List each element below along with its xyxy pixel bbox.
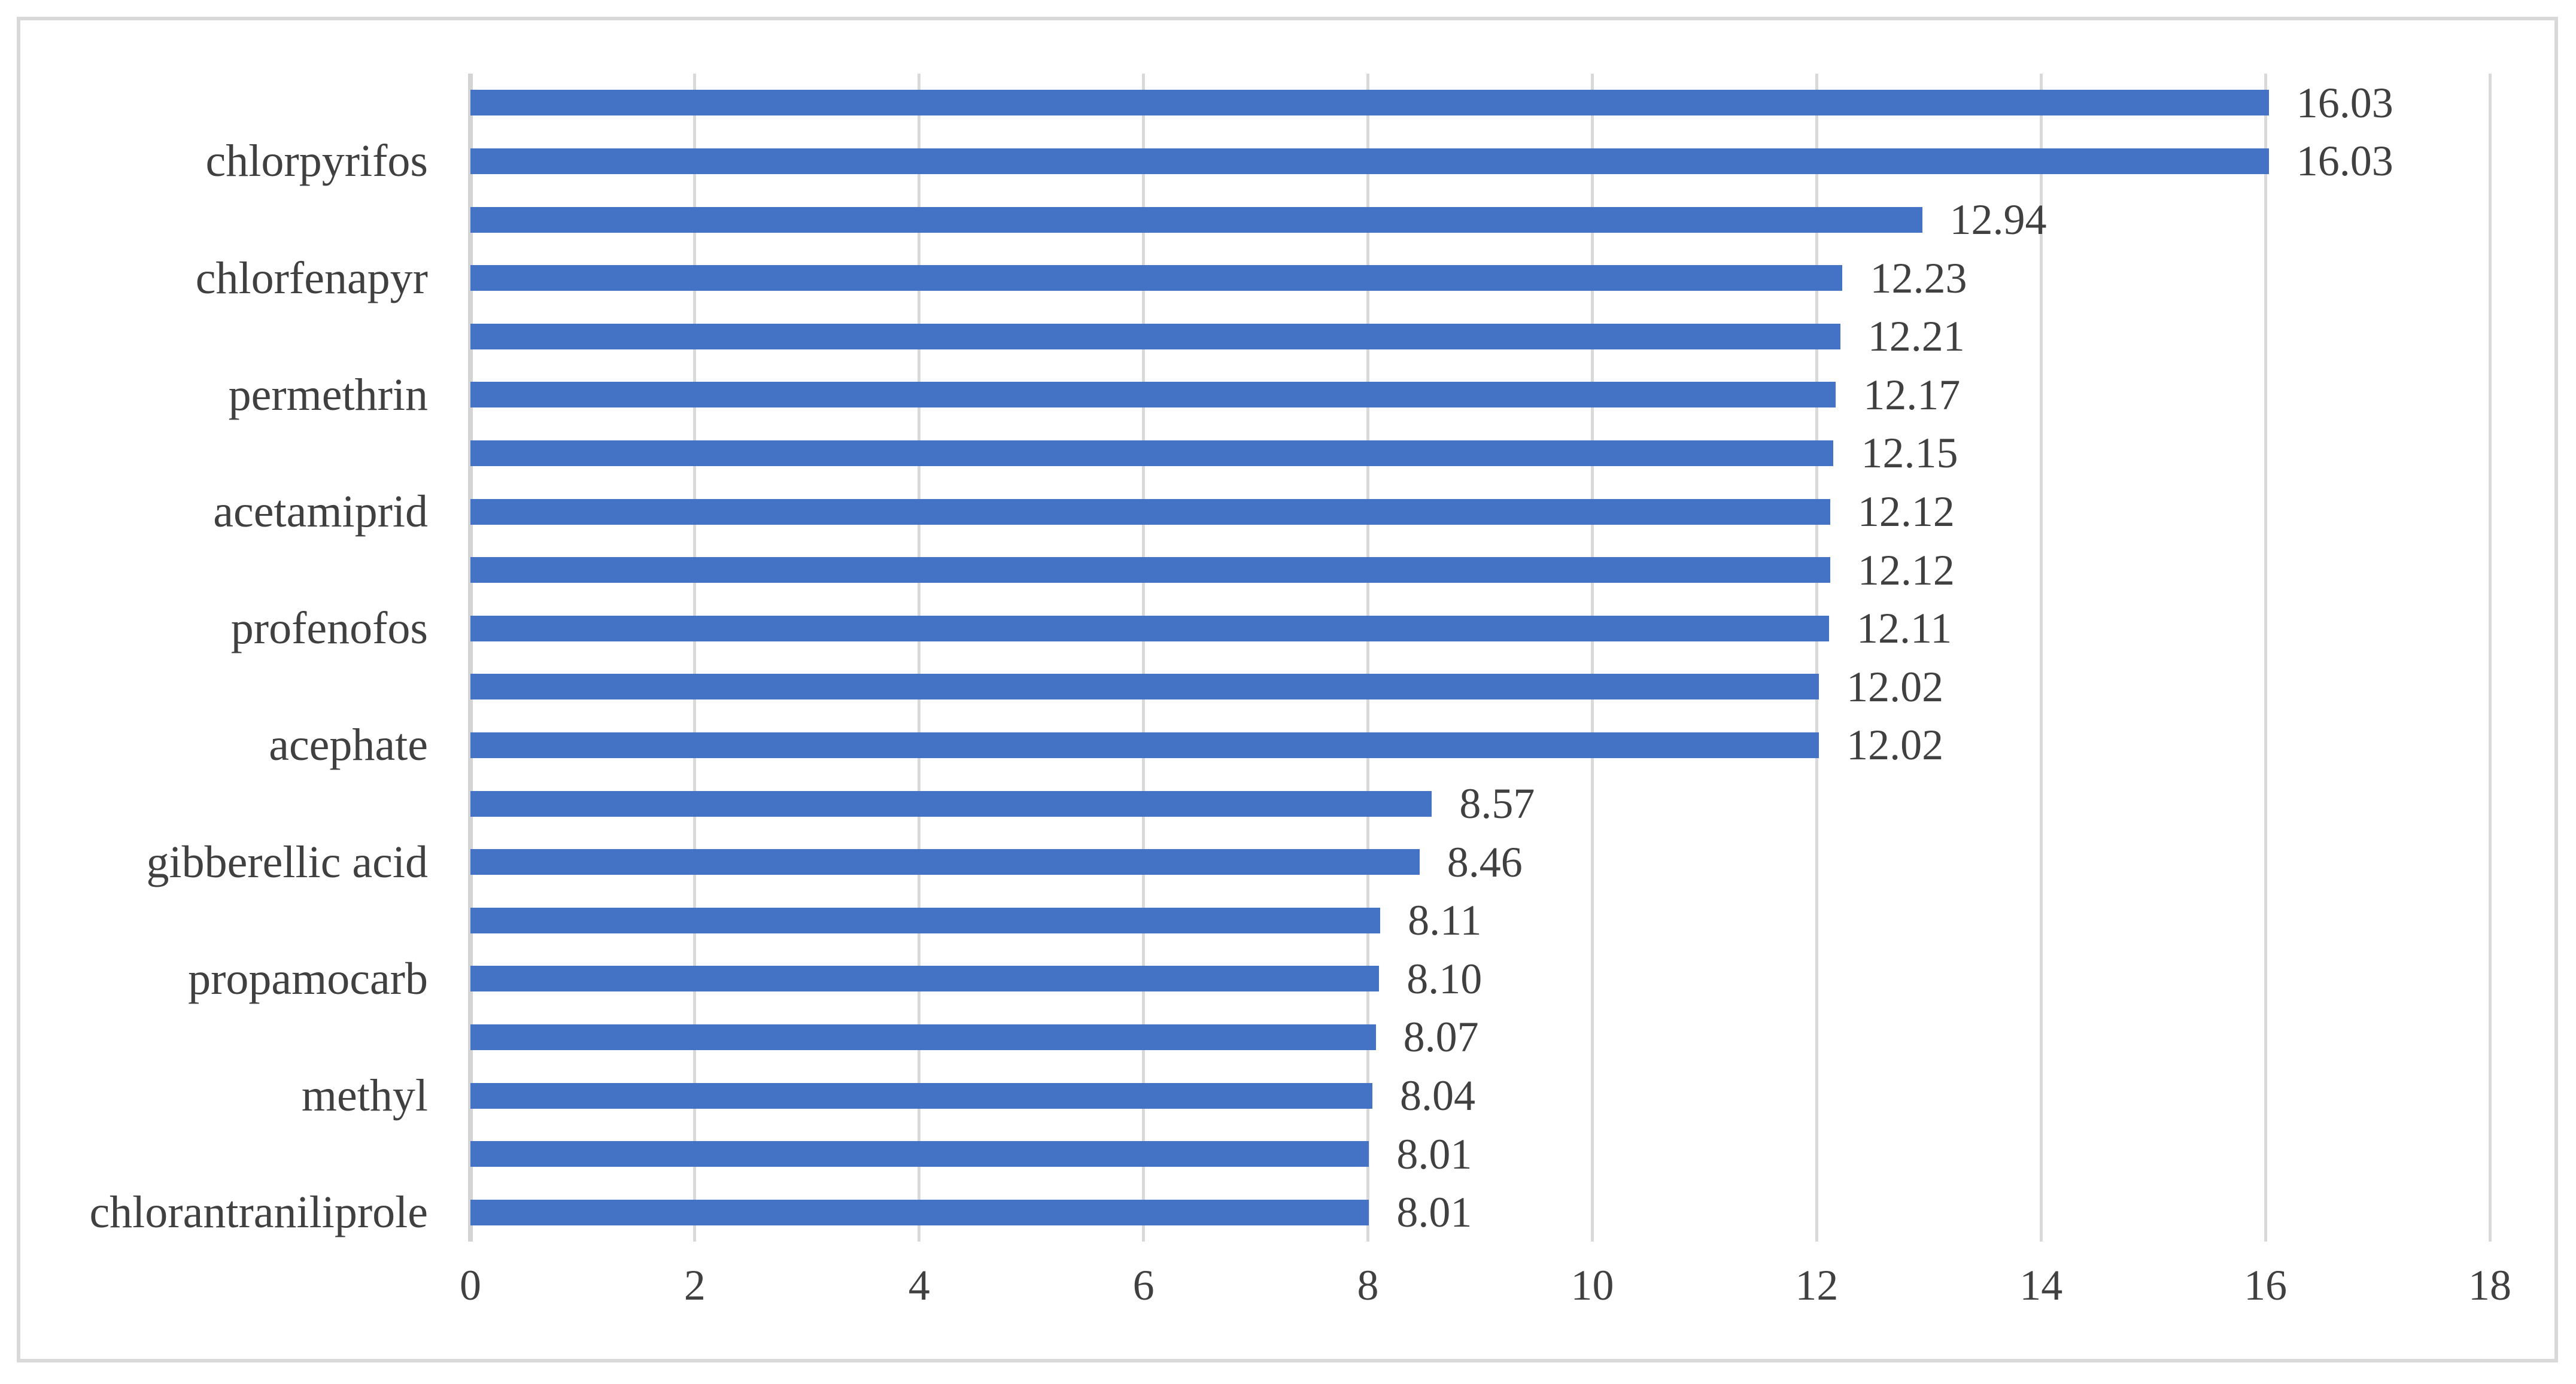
x-tick-label: 12 [1795, 1261, 1839, 1309]
bar [470, 382, 1836, 408]
bar [470, 790, 1432, 817]
bar-value-label: 8.10 [1407, 954, 1483, 1003]
category-label: methyl [301, 1070, 428, 1121]
bar [470, 557, 1830, 583]
category-label: chlorantraniliprole [89, 1187, 428, 1238]
category-label: acetamiprid [213, 486, 428, 537]
bar [470, 615, 1829, 641]
gridline [693, 74, 697, 1242]
x-tick-label: 8 [1357, 1261, 1379, 1309]
bar-value-label: 16.03 [2296, 137, 2393, 185]
x-tick-label: 16 [2244, 1261, 2288, 1309]
bar [470, 674, 1819, 700]
bar-value-label: 12.12 [1857, 488, 1955, 536]
bar-value-label: 8.01 [1396, 1130, 1472, 1178]
bar [470, 1199, 1369, 1225]
bar-value-label: 12.17 [1863, 370, 1961, 419]
bar-value-label: 16.03 [2296, 78, 2393, 127]
category-label: profenofos [230, 603, 428, 654]
bar-value-label: 8.01 [1396, 1188, 1472, 1237]
gridline [1142, 74, 1146, 1242]
bar [470, 206, 1922, 233]
bar-value-label: 12.15 [1861, 429, 1958, 477]
bar-value-label: 12.94 [1949, 196, 2047, 244]
bar-value-label: 8.04 [1400, 1072, 1476, 1120]
x-tick-label: 10 [1570, 1261, 1614, 1309]
bar [470, 849, 1420, 875]
category-label: chlorfenapyr [195, 253, 428, 303]
bar [470, 1024, 1376, 1050]
bar-value-label: 12.02 [1846, 662, 1944, 711]
bar [470, 1082, 1373, 1109]
x-tick-label: 6 [1132, 1261, 1155, 1309]
bar [470, 323, 1840, 349]
bar [470, 498, 1830, 525]
x-tick-label: 14 [2019, 1261, 2063, 1309]
category-label: chlorpyrifos [205, 136, 428, 187]
gridline [1815, 74, 1818, 1242]
x-tick-label: 4 [908, 1261, 930, 1309]
category-label: propamocarb [188, 953, 428, 1004]
bar-value-label: 8.07 [1403, 1013, 1479, 1061]
bar [470, 148, 2269, 174]
bar-value-label: 12.12 [1857, 546, 1955, 594]
y-axis-line [468, 74, 473, 1242]
gridline [918, 74, 921, 1242]
figure-border [17, 17, 2558, 1362]
x-tick-label: 2 [684, 1261, 706, 1309]
bar-value-label: 8.57 [1459, 780, 1535, 828]
category-label: gibberellic acid [146, 837, 428, 887]
bar [470, 265, 1843, 291]
bar-value-label: 8.46 [1447, 838, 1523, 886]
gridline [2488, 74, 2492, 1242]
x-tick-label: 0 [460, 1261, 481, 1309]
gridline [2264, 74, 2267, 1242]
bar [470, 966, 1380, 992]
bar [470, 1141, 1369, 1167]
category-label: acephate [269, 720, 428, 771]
bar [470, 440, 1834, 466]
bar-value-label: 12.11 [1856, 604, 1952, 653]
gridline [1590, 74, 1594, 1242]
bar [470, 732, 1819, 758]
bar [470, 90, 2269, 116]
gridline [2039, 74, 2043, 1242]
bar [470, 907, 1381, 933]
bar-value-label: 12.21 [1867, 312, 1965, 361]
category-label: permethrin [228, 369, 428, 420]
bar-value-label: 12.02 [1846, 721, 1944, 769]
gridline [1366, 74, 1370, 1242]
x-tick-label: 18 [2468, 1261, 2511, 1309]
bar-value-label: 12.23 [1870, 254, 1967, 302]
bar-value-label: 8.11 [1408, 896, 1482, 945]
